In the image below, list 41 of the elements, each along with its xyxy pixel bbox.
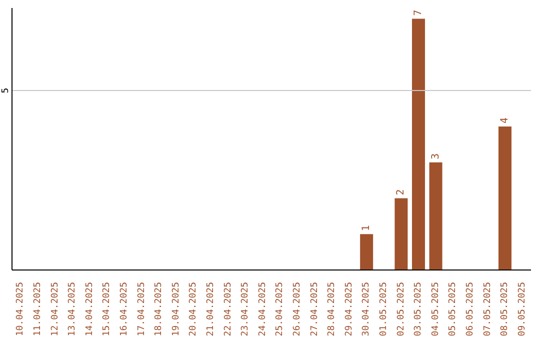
x-tick-label: 03.05.2025 (414, 282, 424, 336)
x-tick-label: 21.04.2025 (206, 282, 216, 336)
x-tick-label: 25.04.2025 (275, 282, 286, 336)
x-tick-label: 06.05.2025 (465, 282, 476, 336)
x-tick-label: 09.05.2025 (517, 282, 528, 336)
x-tick-label: 24.04.2025 (258, 282, 268, 336)
x-tick-label: 01.05.2025 (378, 282, 389, 336)
x-tick-label: 14.04.2025 (84, 282, 95, 336)
x-tick-label: 18.04.2025 (154, 282, 164, 336)
bar (498, 126, 512, 270)
y-tick-label: 5 (1, 88, 11, 94)
x-tick-label: 02.05.2025 (396, 282, 406, 336)
x-tick-label: 07.05.2025 (482, 282, 493, 336)
x-tick-label: 05.05.2025 (448, 282, 458, 336)
x-tick-label: 20.04.2025 (188, 282, 199, 336)
x-tick-label: 11.04.2025 (32, 282, 43, 336)
x-tick-label: 12.04.2025 (50, 282, 60, 336)
x-tick-label: 08.05.2025 (500, 282, 510, 336)
x-tick-label: 28.04.2025 (327, 282, 338, 336)
data-label: 4 (499, 117, 510, 124)
x-tick-label: 17.04.2025 (136, 282, 147, 336)
x-tick-label: 27.04.2025 (310, 282, 320, 336)
x-tick-label: 10.04.2025 (16, 282, 26, 336)
data-label: 3 (430, 153, 442, 160)
data-label: 1 (361, 225, 372, 232)
x-tick-label: 15.04.2025 (102, 282, 112, 336)
bar (394, 198, 408, 270)
data-label: 2 (396, 189, 407, 196)
data-label: 7 (412, 10, 424, 16)
x-tick-label: 19.04.2025 (171, 282, 182, 336)
bar (360, 234, 374, 270)
x-tick-label: 29.04.2025 (344, 282, 354, 336)
bar (412, 18, 425, 270)
x-tick-label: 23.04.2025 (240, 282, 251, 336)
bar (429, 162, 442, 270)
x-tick-label: 16.04.2025 (119, 282, 130, 336)
x-tick-label: 22.04.2025 (223, 282, 234, 336)
x-tick-label: 30.04.2025 (362, 282, 372, 336)
x-tick-label: 13.04.2025 (68, 282, 78, 336)
x-tick-label: 04.05.2025 (430, 282, 441, 336)
x-tick-label: 26.04.2025 (292, 282, 302, 336)
